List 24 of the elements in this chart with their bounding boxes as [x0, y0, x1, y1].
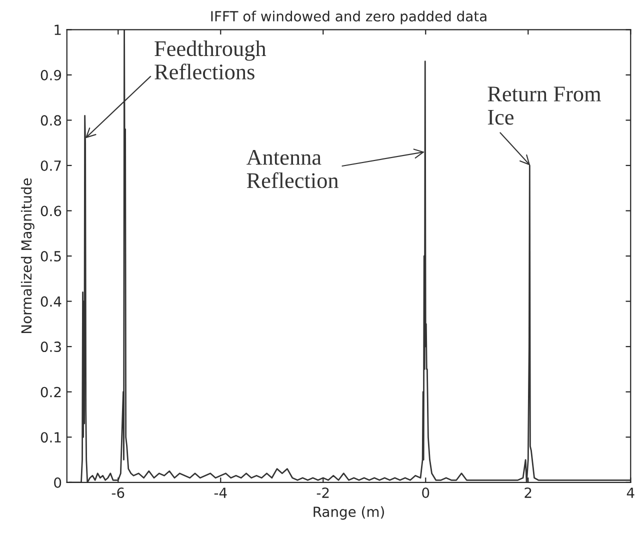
x-tick-label: 2 [524, 488, 532, 498]
y-tick-label: 0.9 [40, 70, 62, 80]
y-axis-title: Normalized Magnitude [20, 178, 34, 334]
x-tick-label: -4 [214, 488, 227, 498]
line-series [68, 30, 631, 482]
y-tick-label: 0.2 [40, 386, 61, 398]
x-tick-label: -2 [316, 488, 329, 498]
y-tick-label: 0.6 [40, 206, 62, 216]
y-tick-label: 0 [54, 477, 62, 488]
y-tick-label: 1 [54, 24, 61, 35]
y-tick-label: 0.5 [40, 250, 61, 262]
annotation: Antenna Reflection [246, 150, 338, 188]
x-tick-label: -6 [112, 488, 124, 498]
x-tick-label: 0 [422, 488, 430, 498]
y-tick-label: 0.4 [40, 296, 62, 307]
x-tick-label: 4 [626, 488, 634, 498]
y-tick-label: 0.7 [40, 160, 61, 171]
y-tick-label: 0.8 [40, 115, 62, 126]
x-axis-title: Range (m) [314, 506, 384, 520]
y-tick-label: 0.3 [40, 342, 61, 352]
y-tick-label: 0.1 [40, 432, 61, 443]
annotation: Return From Ice [488, 86, 601, 125]
annotation: Feedthrough Reflections [154, 40, 266, 80]
chart-title: IFFT of windowed and zero padded data [211, 10, 486, 24]
